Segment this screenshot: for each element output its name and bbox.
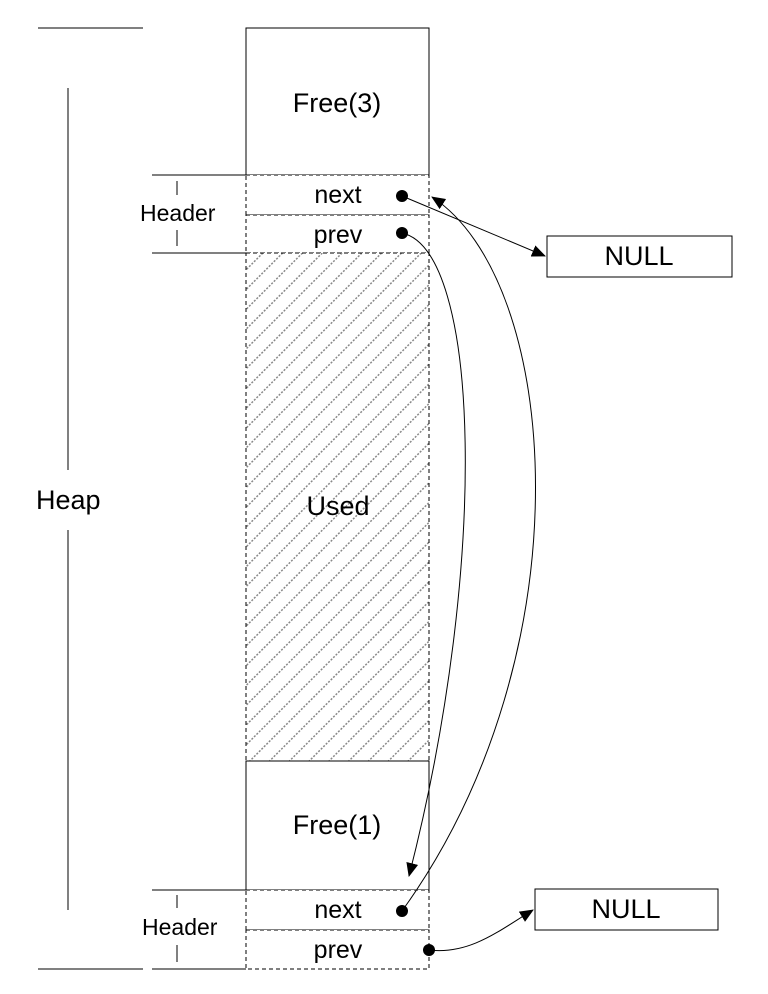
heap-label: Heap [36, 485, 101, 515]
bottom-header-label: Header [142, 914, 218, 940]
top-prev-label: prev [314, 221, 363, 249]
arrow-bottom-next-to-top-free [401, 196, 536, 912]
null-box-top [546, 235, 733, 278]
top-header-label: Header [140, 200, 216, 226]
arrow-top-prev-to-bottom-free [401, 232, 466, 877]
bottom-free-block [245, 760, 430, 891]
bottom-next-label: next [314, 896, 361, 924]
null-box-bottom [534, 888, 719, 931]
top-free-block-label: Free(3) [293, 88, 382, 118]
bottom-prev-field [245, 929, 430, 970]
bottom-prev-label: prev [314, 936, 363, 964]
null-box-top-label: NULL [604, 241, 673, 271]
arrow-top-next-to-null [401, 195, 546, 257]
bottom-free-block-label: Free(1) [293, 810, 382, 840]
top-free-block [245, 27, 430, 176]
used-block-label: Used [306, 491, 369, 521]
top-next-label: next [314, 181, 361, 209]
used-block [245, 252, 430, 762]
null-box-bottom-label: NULL [591, 894, 660, 924]
arrow-bottom-prev-to-null [428, 909, 534, 952]
